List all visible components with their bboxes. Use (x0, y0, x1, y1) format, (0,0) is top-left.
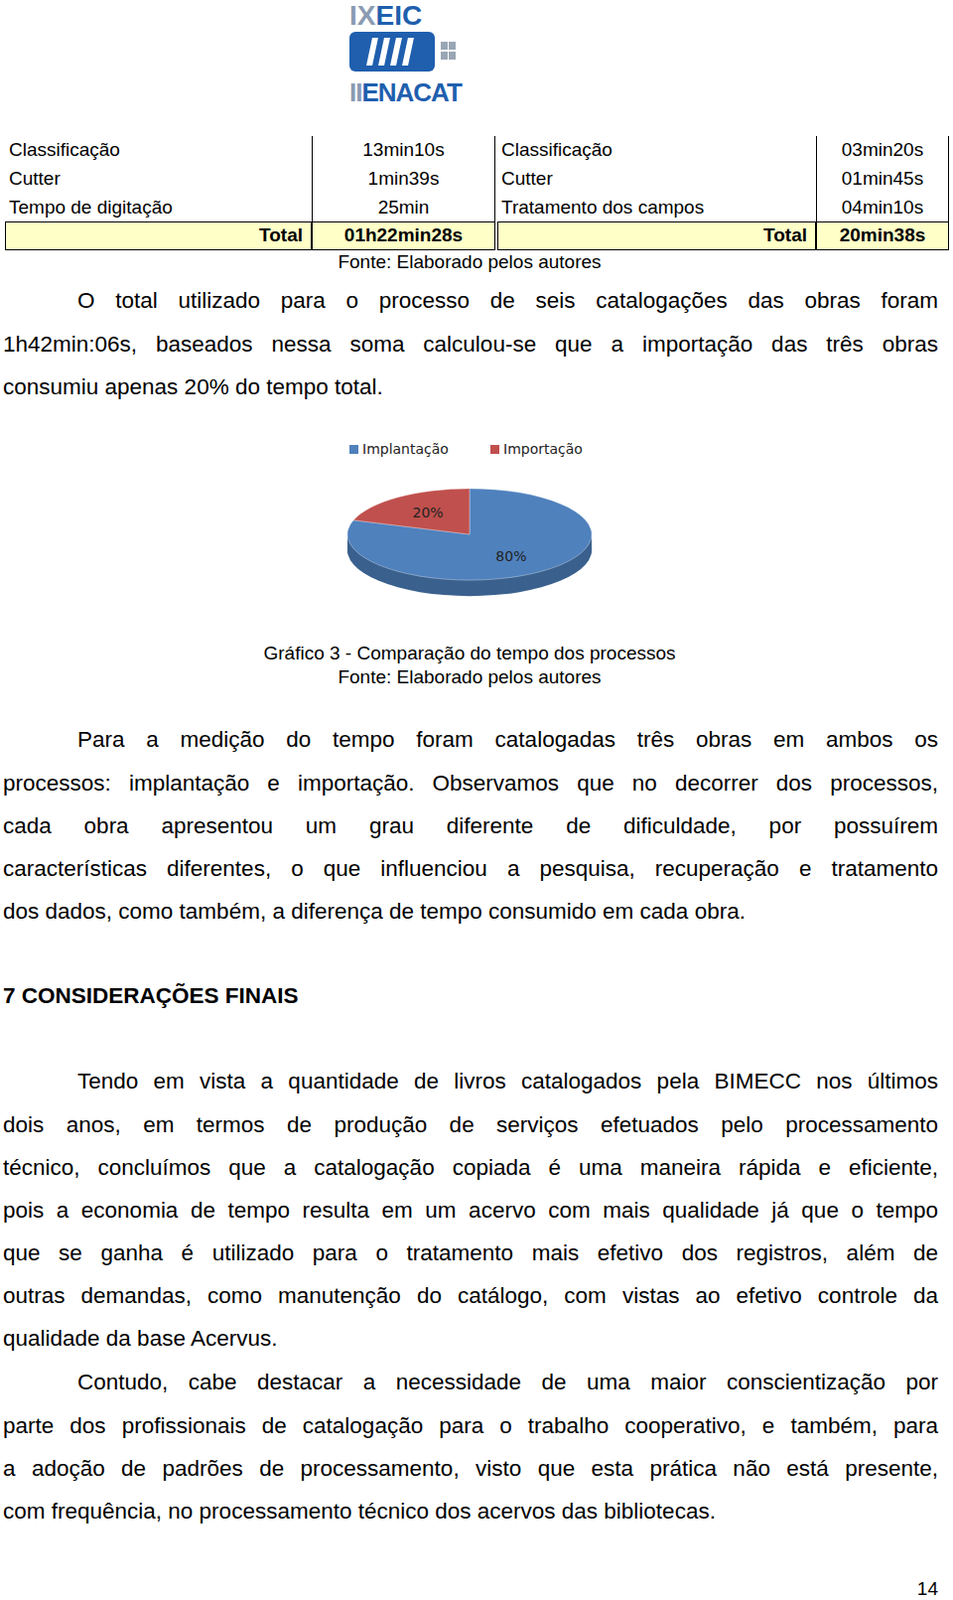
table-cell: Tempo de digitação (4, 193, 312, 223)
table-cell: Tratamento dos campos (497, 193, 817, 223)
paragraph-line: com frequência, no processamento técnico… (2, 1489, 939, 1532)
table-cell: 03min20s (816, 136, 950, 165)
table-cell: 25min (311, 193, 496, 223)
table-total-value: 01h22min28s (311, 221, 496, 251)
table-source: Fonte: Elaborado pelos autores (0, 250, 940, 274)
logo-text: IX (349, 0, 377, 31)
logo-bottom: IIENACAT (349, 77, 463, 108)
paragraph-line: dos dados, como também, a diferença de t… (2, 889, 939, 933)
data-label: 80% (495, 547, 527, 564)
logo-icon (349, 31, 435, 72)
paragraph-line: Contudo, cabe destacar a necessidade de … (2, 1360, 939, 1403)
pie-side (347, 489, 592, 581)
paragraph-line: que se ganha é utilizado para o tratamen… (2, 1230, 939, 1274)
paragraph-line: a adoção de padrões de processamento, vi… (2, 1446, 939, 1490)
paragraph-line: pois a economia de tempo resulta em um a… (2, 1188, 939, 1231)
logo-icon (448, 51, 456, 60)
pie-slice (347, 488, 592, 580)
legend-swatch (349, 444, 359, 454)
table-cell: Cutter (497, 164, 817, 194)
logo-icon (402, 37, 414, 66)
logo-icon (440, 41, 448, 50)
pie-slice (353, 488, 470, 535)
table-cell: Cutter (4, 164, 312, 194)
logo-icon (440, 51, 448, 60)
paragraph-line: outras demandas, como manutenção do catá… (2, 1273, 939, 1317)
paragraph-line: parte dos profissionais de catalogação p… (2, 1403, 939, 1447)
legend-swatch (490, 444, 500, 454)
paragraph-line: O total utilizado para o processo de sei… (2, 278, 939, 322)
logo-icon (378, 37, 391, 66)
section-heading: 7 CONSIDERAÇÕES FINAIS (2, 973, 299, 1017)
figure-caption: Gráfico 3 - Comparação do tempo dos proc… (0, 641, 940, 666)
paragraph-line: qualidade da base Acervus. (2, 1316, 939, 1360)
paragraph-line: Tendo em vista a quantidade de livros ca… (2, 1059, 939, 1102)
paragraph-line: técnico, concluímos que a catalogação co… (2, 1145, 939, 1189)
table-cell: 1min39s (311, 164, 496, 194)
logo-icon (390, 37, 403, 66)
paragraph-line: dois anos, em termos de produção de serv… (2, 1102, 939, 1146)
paragraph-line: cada obra apresentou um grau diferente d… (2, 804, 939, 847)
paragraph-line: Para a medição do tempo foram catalogada… (2, 717, 939, 761)
table-total-label: Total (4, 221, 312, 251)
data-label: 20% (412, 504, 444, 521)
pie-slice-side (347, 489, 592, 581)
paragraph-line: 1h42min:06s, baseados nessa soma calculo… (2, 322, 939, 366)
logo-icon (366, 37, 379, 66)
table-cell: Classificação (4, 136, 312, 165)
logo-text: ENACAT (361, 77, 463, 108)
logo: IXEIC IIENACAT (349, 0, 463, 108)
figure-source: Fonte: Elaborado pelos autores (0, 665, 940, 689)
logo-text: EIC (375, 0, 422, 31)
logo-text: II (349, 77, 362, 108)
legend-label: Implantação (362, 440, 449, 457)
table-cell: 01min45s (816, 164, 950, 194)
table-cell: Classificação (497, 136, 817, 165)
pie-chart (347, 488, 592, 596)
logo-icon (448, 41, 456, 50)
table-total-label: Total (497, 221, 817, 251)
logo-top: IXEIC (349, 0, 422, 31)
table-cell: 13min10s (311, 136, 496, 165)
table-total-value: 20min38s (816, 221, 950, 251)
pie-top (347, 488, 592, 580)
legend-label: Importação (503, 440, 583, 457)
paragraph-line: processos: implantação e importação. Obs… (2, 761, 939, 805)
table-cell: 04min10s (816, 193, 950, 223)
page-number: 14 (838, 1576, 939, 1600)
paragraph-line: características diferentes, o que influe… (2, 846, 939, 890)
paragraph-line: consumiu apenas 20% do tempo total. (2, 365, 939, 409)
